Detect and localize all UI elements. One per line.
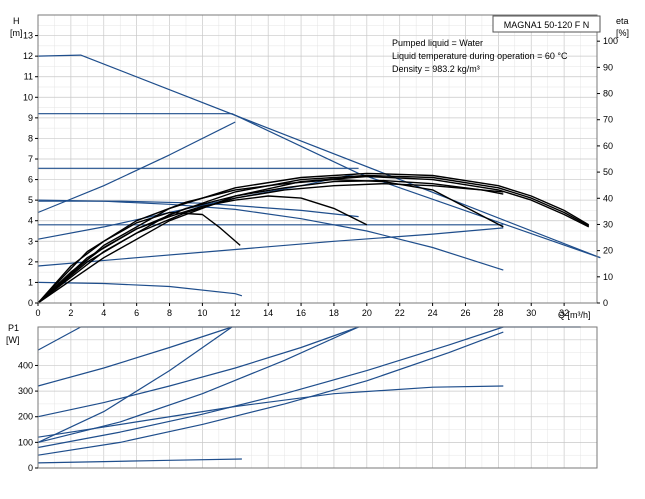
power-series-line-8	[37, 458, 242, 464]
y2-tick-label: 30	[603, 219, 613, 229]
x-tick-label: 26	[460, 308, 470, 318]
power-tick-label: 400	[18, 360, 33, 370]
annotation-temperature: Liquid temperature during operation = 60…	[392, 51, 568, 61]
y2-axis-unit: [%]	[616, 28, 629, 38]
head-series-line-5	[37, 227, 504, 267]
head-series-line-6	[37, 199, 504, 271]
y-tick-label: 13	[23, 31, 33, 41]
power-series-line-1	[37, 326, 233, 387]
head-series-line-1	[38, 113, 601, 259]
y2-tick-label: 40	[603, 193, 613, 203]
y-tick-label: 8	[28, 133, 33, 143]
y-axis-label: H	[13, 16, 20, 26]
y2-tick-label: 50	[603, 167, 613, 177]
x-tick-label: 16	[296, 308, 306, 318]
x-tick-label: 30	[526, 308, 536, 318]
head-series-line-9	[37, 281, 243, 297]
x-tick-label: 28	[493, 308, 503, 318]
x-axis-label: Q [m³/h]	[558, 310, 591, 320]
y-tick-label: 11	[24, 72, 33, 82]
head-series-line-13	[37, 179, 504, 304]
y2-tick-label: 60	[603, 141, 613, 151]
power-axis-unit: [W]	[6, 335, 20, 345]
y-tick-label: 3	[28, 236, 33, 246]
annotation-density: Density = 983.2 kg/m³	[392, 64, 480, 74]
y2-tick-label: 70	[603, 115, 613, 125]
x-tick-label: 18	[329, 308, 339, 318]
chart-title: MAGNA1 50-120 F N	[504, 20, 590, 30]
tick-layer: 0 2 4 6 8 10 12 14 16 18 20 22 24 26 28 30 3201234567891…	[18, 31, 618, 473]
power-series-line-7	[37, 385, 504, 438]
y2-axis-label: eta	[616, 16, 629, 26]
x-tick-label: 6	[134, 308, 139, 318]
head-series-line-16	[37, 174, 590, 304]
y-tick-label: 9	[28, 113, 33, 123]
head-series-line-17	[37, 175, 590, 304]
head-series-line-0	[37, 54, 601, 259]
power-series-line-4	[37, 331, 504, 456]
x-tick-label: 10	[197, 308, 207, 318]
power-tick-label: 200	[18, 412, 33, 422]
y-tick-label: 6	[28, 175, 33, 185]
series-layer	[37, 54, 601, 464]
power-series-line-5	[37, 326, 233, 443]
head-series-line-15	[37, 172, 590, 304]
x-tick-label: 24	[428, 308, 438, 318]
y-tick-label: 2	[28, 257, 33, 267]
x-tick-label: 8	[167, 308, 172, 318]
y-tick-label: 0	[28, 298, 33, 308]
power-tick-label: 300	[18, 386, 33, 396]
power-series-line-0	[37, 326, 581, 351]
x-tick-label: 12	[230, 308, 240, 318]
x-tick-label: 22	[395, 308, 405, 318]
x-tick-label: 14	[263, 308, 273, 318]
y2-tick-label: 10	[603, 272, 613, 282]
x-tick-label: 32	[559, 308, 569, 318]
x-tick-label: 0	[35, 308, 40, 318]
x-tick-label: 20	[362, 308, 372, 318]
power-series-line-2	[37, 326, 359, 418]
y2-tick-label: 80	[603, 89, 613, 99]
y-tick-label: 4	[28, 216, 33, 226]
head-series-line-8	[37, 172, 359, 240]
x-tick-label: 4	[101, 308, 106, 318]
power-panel-frame	[37, 326, 598, 469]
y-axis-unit: [m]	[10, 28, 23, 38]
power-tick-label: 0	[28, 463, 33, 473]
y-tick-label: 12	[23, 51, 33, 61]
y2-tick-label: 100	[603, 36, 618, 46]
power-axis-label: P1	[8, 323, 19, 333]
y-tick-label: 1	[28, 277, 33, 287]
x-tick-label: 2	[68, 308, 73, 318]
title-box	[492, 15, 601, 33]
y2-tick-label: 20	[603, 246, 613, 256]
head-series-line-7	[37, 121, 236, 214]
power-tick-label: 100	[18, 437, 33, 447]
power-series-line-3	[37, 326, 504, 449]
y2-tick-label: 0	[603, 298, 608, 308]
annotation-liquid: Pumped liquid = Water	[392, 38, 483, 48]
y2-tick-label: 90	[603, 62, 613, 72]
y-tick-label: 5	[28, 195, 33, 205]
y-tick-label: 7	[28, 154, 33, 164]
y-tick-label: 10	[23, 92, 33, 102]
